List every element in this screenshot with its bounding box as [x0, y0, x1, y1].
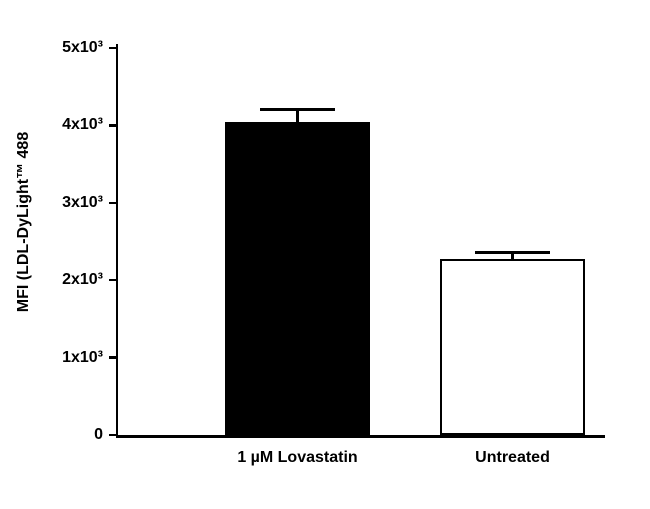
y-tick-label: 1x10³: [62, 348, 103, 366]
x-tick-label-untreated: Untreated: [475, 449, 550, 466]
y-tick-mark: [108, 278, 116, 282]
y-tick-label: 4x10³: [62, 116, 103, 134]
x-tick-label-lovastatin: 1 µM Lovastatin: [237, 449, 358, 466]
y-tick-mark: [108, 46, 116, 50]
y-tick-label: 2x10³: [62, 271, 103, 289]
error-bar-line-lovastatin: [296, 109, 299, 122]
y-tick-mark: [108, 356, 116, 359]
y-tick-label: 0: [94, 426, 103, 443]
error-bar-cap-lovastatin: [260, 107, 335, 111]
y-tick-mark: [108, 433, 116, 437]
error-bar-cap-untreated: [475, 250, 550, 254]
y-tick-label: 3x10³: [62, 193, 103, 211]
bar-lovastatin: [225, 121, 370, 435]
y-tick-mark: [108, 124, 116, 127]
y-axis-line: [115, 44, 118, 438]
y-tick-mark: [108, 201, 116, 205]
error-bar-line-untreated: [511, 252, 514, 259]
y-tick-label: 5x10³: [62, 39, 103, 56]
x-axis-line: [115, 435, 605, 438]
bar-untreated: [440, 258, 585, 435]
